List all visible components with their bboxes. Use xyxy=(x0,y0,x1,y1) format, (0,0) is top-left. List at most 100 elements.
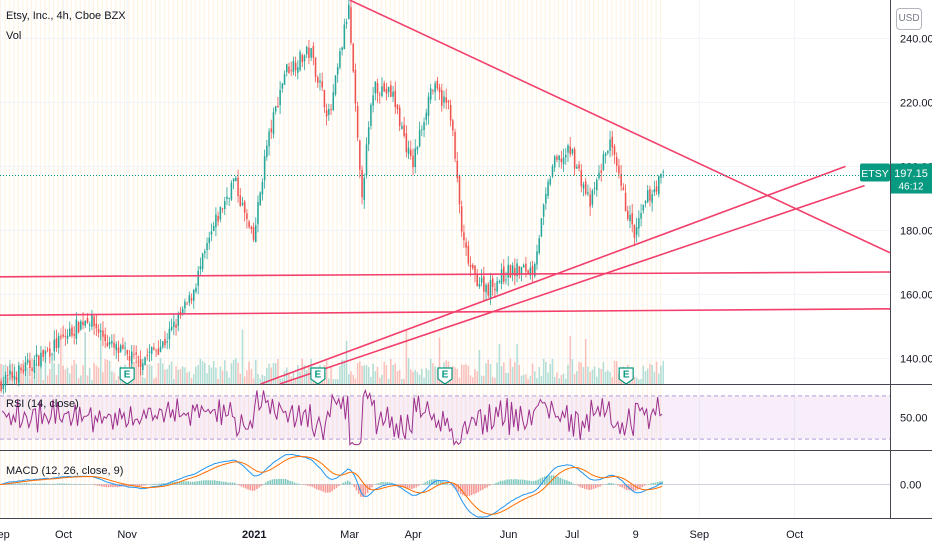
session-band xyxy=(35,0,36,518)
candle-body xyxy=(268,132,270,147)
candle-body xyxy=(22,370,24,372)
session-band xyxy=(585,0,586,518)
candle-body xyxy=(612,137,614,148)
candle-body xyxy=(277,106,279,108)
volume-bar xyxy=(554,377,556,384)
volume-bar xyxy=(191,378,193,384)
session-band xyxy=(345,0,346,518)
macd-histogram-bar xyxy=(427,481,429,484)
candle-body xyxy=(118,347,120,353)
session-band xyxy=(159,0,160,518)
volume-bar xyxy=(541,376,543,384)
candle-body xyxy=(288,67,290,74)
candle-body xyxy=(341,47,343,50)
volume-bar xyxy=(456,369,458,384)
volume-bar xyxy=(605,372,607,384)
macd-histogram-bar xyxy=(644,485,646,486)
macd-histogram-bar xyxy=(190,482,192,485)
session-band xyxy=(492,0,493,518)
volume-bar xyxy=(73,360,75,384)
volume-bar xyxy=(565,379,567,384)
macd-histogram-bar xyxy=(97,485,99,486)
currency-button[interactable]: USD xyxy=(896,8,922,30)
candle-body xyxy=(556,156,558,159)
session-band xyxy=(545,0,546,518)
candle-body xyxy=(545,194,547,204)
candle-body xyxy=(527,271,529,274)
volume-bar xyxy=(42,380,44,384)
macd-histogram-bar xyxy=(484,485,486,489)
candle-body xyxy=(189,295,191,303)
macd-histogram-bar xyxy=(267,481,269,485)
macd-histogram-bar xyxy=(599,485,601,487)
volume-bar xyxy=(231,363,233,384)
volume-bar xyxy=(662,361,664,384)
volume-bar xyxy=(328,379,330,384)
macd-histogram-bar xyxy=(553,475,555,484)
volume-bar xyxy=(468,366,470,384)
volume-bar xyxy=(78,378,80,384)
session-band xyxy=(252,0,253,518)
macd-histogram-bar xyxy=(557,477,559,485)
candle-body xyxy=(262,182,264,194)
volume-bar xyxy=(169,365,171,384)
macd-histogram-bar xyxy=(588,485,590,491)
candle-body xyxy=(107,343,109,346)
volume-bar xyxy=(401,379,403,384)
macd-histogram-bar xyxy=(356,485,358,491)
volume-bar xyxy=(288,374,290,384)
macd-histogram-bar xyxy=(500,481,502,485)
macd-histogram-bar xyxy=(524,480,526,484)
session-band xyxy=(549,0,550,518)
macd-histogram-bar xyxy=(61,483,63,484)
candle-body xyxy=(162,341,164,347)
volume-bar xyxy=(530,376,532,384)
candle-body xyxy=(80,321,82,329)
candle-body xyxy=(255,225,257,242)
macd-histogram-bar xyxy=(17,483,19,484)
volume-bar xyxy=(558,378,560,384)
session-band xyxy=(633,0,634,518)
candle-body xyxy=(71,327,73,335)
volume-bar xyxy=(616,361,618,384)
candle-body xyxy=(412,156,414,167)
candle-body xyxy=(589,194,591,206)
session-band xyxy=(230,0,231,518)
session-band xyxy=(190,0,191,518)
macd-histogram-bar xyxy=(232,482,234,484)
volume-bar xyxy=(505,373,507,384)
session-band xyxy=(244,0,245,518)
macd-histogram-bar xyxy=(655,483,657,485)
volume-bar xyxy=(306,370,308,384)
candle-body xyxy=(321,81,323,87)
session-band xyxy=(496,0,497,518)
volume-bar xyxy=(552,359,554,384)
volume-bar xyxy=(403,379,405,384)
macd-histogram-bar xyxy=(502,481,504,485)
volume-bar xyxy=(208,365,210,384)
candle-body xyxy=(445,97,447,102)
candle-body xyxy=(36,354,38,357)
session-band xyxy=(182,0,183,518)
candle-body xyxy=(7,375,9,376)
candle-body xyxy=(372,95,374,105)
volume-bar xyxy=(479,350,481,384)
candle-body xyxy=(485,285,487,292)
macd-histogram-bar xyxy=(471,485,473,496)
volume-bar xyxy=(202,361,204,384)
candle-body xyxy=(558,155,560,160)
macd-histogram-bar xyxy=(68,484,70,485)
candle-body xyxy=(149,352,151,353)
macd-histogram-bar xyxy=(422,484,424,485)
candle-body xyxy=(91,314,93,327)
volume-bar xyxy=(583,367,585,384)
candle-body xyxy=(461,206,463,232)
candle-body xyxy=(290,70,292,71)
macd-histogram-bar xyxy=(520,480,522,485)
candle-body xyxy=(370,105,372,126)
rsi-band xyxy=(0,396,890,439)
candle-body xyxy=(122,345,124,349)
candle-body xyxy=(120,345,122,351)
volume-bar xyxy=(377,367,379,384)
